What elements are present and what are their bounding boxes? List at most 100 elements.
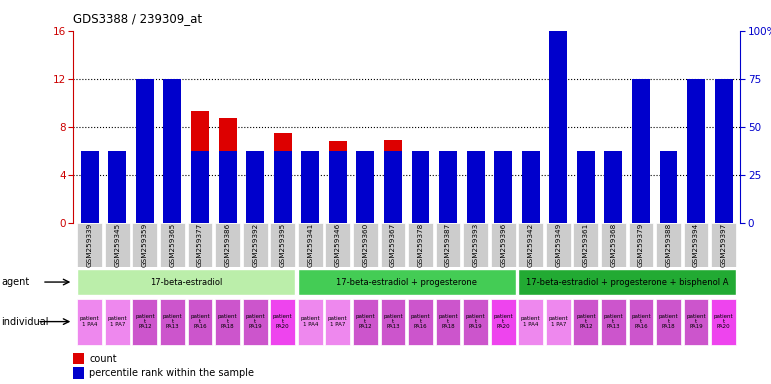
- Text: patient
t
PA16: patient t PA16: [411, 314, 430, 329]
- Text: patient
t
PA20: patient t PA20: [493, 314, 513, 329]
- Bar: [684, 223, 709, 267]
- Bar: [109, 205, 126, 223]
- Bar: [77, 299, 103, 345]
- Bar: [518, 299, 543, 345]
- Bar: [628, 299, 653, 345]
- Text: patient
t
PA13: patient t PA13: [383, 314, 402, 329]
- Bar: [604, 172, 622, 223]
- Bar: [109, 151, 126, 223]
- Bar: [271, 299, 295, 345]
- Bar: [659, 151, 678, 223]
- Text: GSM259368: GSM259368: [611, 223, 616, 267]
- Text: patient
t
PA19: patient t PA19: [245, 314, 265, 329]
- Text: GSM259359: GSM259359: [142, 223, 148, 267]
- Bar: [81, 151, 99, 223]
- Text: GSM259386: GSM259386: [224, 223, 231, 267]
- Text: patient
t
PA19: patient t PA19: [466, 314, 486, 329]
- Bar: [408, 299, 433, 345]
- Bar: [356, 151, 375, 223]
- Bar: [73, 367, 84, 379]
- Text: GSM259394: GSM259394: [693, 223, 699, 267]
- Text: GSM259388: GSM259388: [665, 223, 672, 267]
- Text: patient
1 PA7: patient 1 PA7: [548, 316, 568, 327]
- Bar: [715, 79, 732, 223]
- Text: GSM259365: GSM259365: [170, 223, 176, 267]
- Bar: [81, 175, 99, 223]
- Bar: [494, 151, 512, 223]
- Bar: [215, 299, 240, 345]
- Text: patient
1 PA4: patient 1 PA4: [301, 316, 320, 327]
- Text: patient
t
PA13: patient t PA13: [604, 314, 623, 329]
- Bar: [549, 79, 567, 223]
- Text: GSM259345: GSM259345: [114, 223, 120, 267]
- Text: patient
t
PA18: patient t PA18: [438, 314, 458, 329]
- Bar: [187, 223, 213, 267]
- Text: patient
t
PA18: patient t PA18: [658, 314, 678, 329]
- Bar: [274, 133, 291, 223]
- Bar: [546, 299, 571, 345]
- Bar: [518, 223, 543, 267]
- Bar: [133, 299, 157, 345]
- Bar: [491, 299, 516, 345]
- Bar: [160, 223, 185, 267]
- Text: patient
t
PA20: patient t PA20: [714, 314, 733, 329]
- Bar: [439, 184, 457, 223]
- Text: GSM259346: GSM259346: [335, 223, 341, 267]
- Text: patient
t
PA16: patient t PA16: [631, 314, 651, 329]
- Bar: [687, 139, 705, 223]
- Bar: [215, 223, 240, 267]
- Bar: [577, 151, 594, 223]
- Text: GSM259377: GSM259377: [197, 223, 203, 267]
- Text: agent: agent: [2, 277, 30, 287]
- Bar: [77, 269, 295, 295]
- Text: patient
t
PA12: patient t PA12: [355, 314, 375, 329]
- Text: individual: individual: [2, 317, 49, 327]
- Bar: [136, 79, 154, 223]
- Bar: [715, 121, 732, 223]
- Text: patient
t
PA12: patient t PA12: [576, 314, 596, 329]
- Bar: [408, 223, 433, 267]
- Text: GSM259387: GSM259387: [445, 223, 451, 267]
- Bar: [466, 169, 484, 223]
- Bar: [546, 223, 571, 267]
- Bar: [601, 223, 626, 267]
- Bar: [353, 299, 378, 345]
- Bar: [187, 299, 213, 345]
- Bar: [329, 151, 347, 223]
- Bar: [329, 141, 347, 223]
- Bar: [549, 0, 567, 223]
- Bar: [301, 211, 319, 223]
- Bar: [384, 151, 402, 223]
- Bar: [325, 223, 350, 267]
- Text: GSM259392: GSM259392: [252, 223, 258, 267]
- Bar: [659, 157, 678, 223]
- Bar: [384, 140, 402, 223]
- Text: patient
t
PA13: patient t PA13: [163, 314, 182, 329]
- Text: GSM259367: GSM259367: [390, 223, 396, 267]
- Bar: [436, 299, 460, 345]
- Bar: [163, 79, 181, 223]
- Text: GSM259395: GSM259395: [280, 223, 286, 267]
- Text: patient
1 PA7: patient 1 PA7: [107, 316, 127, 327]
- Bar: [574, 299, 598, 345]
- Bar: [628, 223, 653, 267]
- Text: patient
t
PA16: patient t PA16: [190, 314, 210, 329]
- Bar: [601, 299, 626, 345]
- Text: patient
1 PA4: patient 1 PA4: [80, 316, 99, 327]
- Bar: [604, 151, 622, 223]
- Bar: [298, 269, 516, 295]
- Text: GDS3388 / 239309_at: GDS3388 / 239309_at: [73, 12, 202, 25]
- Bar: [274, 151, 291, 223]
- Bar: [656, 299, 681, 345]
- Text: patient
t
PA12: patient t PA12: [135, 314, 155, 329]
- Text: GSM259393: GSM259393: [473, 223, 479, 267]
- Bar: [687, 79, 705, 223]
- Bar: [632, 121, 650, 223]
- Bar: [632, 79, 650, 223]
- Bar: [684, 299, 709, 345]
- Bar: [271, 223, 295, 267]
- Bar: [219, 151, 237, 223]
- Bar: [243, 223, 268, 267]
- Bar: [577, 151, 594, 223]
- Text: patient
t
PA18: patient t PA18: [217, 314, 237, 329]
